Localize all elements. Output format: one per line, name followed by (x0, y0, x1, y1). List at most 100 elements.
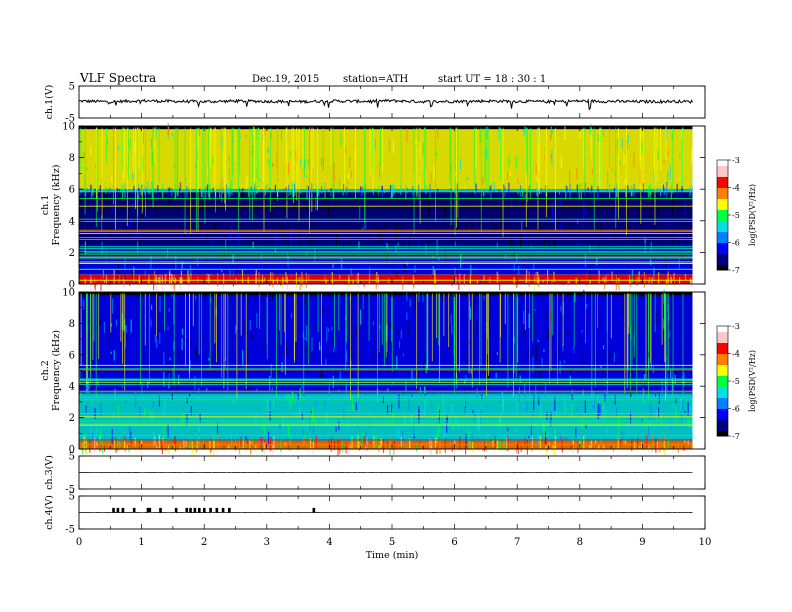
spectrogram-cell (310, 410, 312, 415)
spectrogram-cell (185, 177, 187, 181)
spectrogram-cell (178, 350, 180, 364)
spectrogram-cell (649, 185, 651, 199)
spectrogram-cell (689, 260, 691, 269)
spectrogram-cell (311, 407, 314, 423)
colorbar-cell (717, 399, 728, 402)
spectrogram-cell (380, 339, 382, 352)
spectrogram-cell (502, 399, 505, 413)
colorbar-cell (717, 381, 728, 384)
y-tick-label: 8 (69, 153, 75, 164)
spectrogram-cell (88, 389, 90, 392)
spectrogram-cell (426, 442, 428, 446)
spectrogram-cell (173, 165, 176, 169)
spectrogram-cell (480, 349, 482, 355)
spectrogram-cell (671, 277, 673, 286)
spectrogram-cell (482, 176, 484, 186)
spectrogram-cell (509, 381, 511, 389)
spectrogram-cell (665, 259, 667, 269)
spectrogram-cell (437, 129, 439, 139)
spectrogram-cell (189, 209, 191, 212)
spectrogram-cell (431, 439, 433, 446)
colorbar-cell (717, 340, 728, 343)
spectrogram-cell (677, 442, 679, 453)
x-tick-label: 0 (76, 537, 82, 548)
spectrogram-cell (378, 185, 380, 196)
spectrogram-cell (428, 199, 430, 215)
spectrogram-cell (654, 382, 656, 398)
spectrogram-cell (172, 368, 174, 380)
spectrogram-cell (667, 151, 669, 157)
spectrogram-cell (459, 210, 461, 217)
spectrogram-cell (554, 429, 556, 436)
spectrogram-cell (356, 323, 358, 338)
spectrogram-cell (627, 134, 629, 143)
spectrogram-cell (657, 206, 659, 217)
spectrogram-cell (83, 435, 85, 451)
spectrogram-cell (542, 420, 545, 433)
spectrogram-cell (418, 128, 420, 142)
spectrogram-cell (184, 214, 187, 230)
spectrogram-cell (244, 320, 246, 335)
spectrogram-cell (126, 333, 128, 343)
spectrogram-cell (687, 439, 689, 446)
spectrogram-cell (287, 423, 290, 439)
spectrogram-cell (690, 367, 693, 378)
pulse-mark (197, 507, 201, 513)
spectrogram-cell (207, 184, 209, 195)
spectrogram-cell (173, 275, 175, 289)
pulse-mark (148, 507, 152, 513)
colorbar-cell (717, 248, 728, 251)
spectrogram-cell (565, 437, 567, 440)
spectrogram-cell (100, 445, 102, 448)
spectrogram-cell (107, 329, 109, 346)
colorbar-cell (717, 384, 728, 387)
spectrogram-cell (416, 329, 418, 343)
spectrogram-cell (268, 291, 271, 303)
spectrogram-cell (650, 214, 653, 219)
spectrogram-cell (567, 407, 569, 411)
spectrogram-cell (601, 336, 603, 349)
spectrogram-cell (559, 360, 561, 374)
spectrogram-cell (90, 146, 92, 156)
spectrogram-cell (531, 248, 533, 251)
spectrogram-cell (251, 440, 253, 448)
spectrogram-cell (230, 443, 232, 450)
spectrogram-cell (609, 350, 611, 362)
colorbar-cell (717, 408, 728, 411)
spectrogram-cell (676, 366, 678, 382)
spectrogram-cell (167, 126, 169, 136)
colorbar-cell (717, 428, 728, 431)
spectrogram-cell (581, 330, 583, 333)
spectrogram-cell (82, 306, 84, 315)
spectrogram-cell (668, 370, 670, 376)
spectrogram-cell (290, 312, 293, 318)
spectrogram-cell (100, 429, 102, 444)
spectrogram-cell (128, 444, 130, 448)
spectrogram-cell (307, 158, 309, 166)
spectrogram-cell (224, 358, 226, 370)
spectrogram-cell (137, 204, 139, 221)
spectrogram-cell (117, 385, 119, 388)
spectrogram-cell (357, 434, 359, 451)
spectrogram-cell (345, 384, 347, 392)
spectrogram-cell (398, 394, 400, 409)
colorbar-cell (717, 357, 728, 360)
spectrogram-cell (409, 438, 411, 449)
spectrogram-cell (334, 369, 336, 381)
spectrogram-cell (186, 413, 188, 426)
y-axis-label-line: ch.4(V) (44, 495, 55, 530)
spectrogram-cell (591, 185, 593, 196)
spectrogram-cell (88, 321, 90, 325)
spectrogram-cell (454, 241, 457, 247)
spectrogram-cell (655, 312, 657, 324)
spectrogram-cell (159, 274, 161, 285)
spectrogram-cell (393, 262, 395, 274)
spectrogram-cell (301, 383, 303, 389)
spectrogram-cell (372, 188, 375, 193)
colorbar-cell (717, 165, 728, 168)
spectrogram-cell (429, 183, 431, 199)
spectrogram-cell (111, 205, 113, 212)
spectrogram-cell (606, 428, 608, 435)
spectrogram-cell (345, 147, 347, 154)
spectrogram-cell (394, 185, 396, 194)
